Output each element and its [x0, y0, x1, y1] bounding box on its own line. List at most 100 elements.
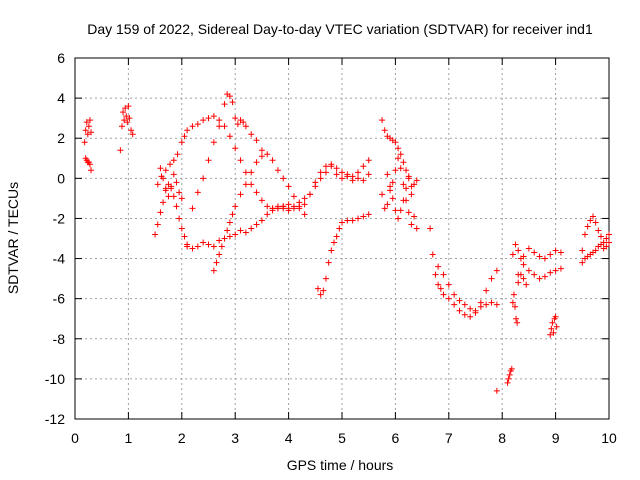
data-point: [360, 177, 367, 184]
x-tick-label: 6: [392, 430, 400, 446]
data-point: [317, 291, 324, 298]
data-point: [200, 175, 207, 182]
x-tick-label: 5: [338, 430, 346, 446]
data-point: [523, 281, 530, 288]
data-point: [392, 139, 399, 146]
data-point: [274, 203, 281, 210]
data-point: [328, 161, 335, 168]
x-tick-label: 0: [71, 430, 79, 446]
data-point: [205, 241, 212, 248]
data-point: [597, 241, 604, 248]
data-point: [440, 271, 447, 278]
data-point: [232, 231, 239, 238]
data-point: [264, 151, 271, 158]
data-point: [355, 169, 362, 176]
data-point: [552, 247, 559, 254]
data-point: [154, 181, 161, 188]
data-point: [603, 235, 610, 242]
data-point: [162, 185, 169, 192]
data-point: [467, 313, 474, 320]
data-point: [118, 123, 125, 130]
data-point: [242, 169, 249, 176]
data-point: [322, 163, 329, 170]
data-point: [389, 195, 396, 202]
data-point: [157, 209, 164, 216]
data-point: [194, 243, 201, 250]
data-point: [483, 287, 490, 294]
data-point: [395, 145, 402, 152]
data-point: [467, 305, 474, 312]
data-point: [512, 303, 519, 310]
data-point: [162, 167, 169, 174]
data-point: [232, 115, 239, 122]
data-point: [397, 151, 404, 158]
data-point: [355, 175, 362, 182]
data-point: [515, 271, 522, 278]
data-point: [435, 281, 442, 288]
data-point: [178, 139, 185, 146]
data-point: [549, 319, 556, 326]
data-point: [429, 251, 436, 258]
data-point: [584, 223, 591, 230]
data-point: [121, 117, 128, 124]
data-point: [264, 203, 271, 210]
data-point: [123, 113, 130, 120]
data-point: [178, 195, 185, 202]
data-point: [328, 247, 335, 254]
data-point: [603, 243, 610, 250]
data-point: [536, 253, 543, 260]
x-tick-label: 7: [445, 430, 453, 446]
data-point: [317, 175, 324, 182]
data-point: [290, 205, 297, 212]
data-point: [461, 311, 468, 318]
data-point: [200, 117, 207, 124]
data-point: [248, 225, 255, 232]
data-point: [173, 179, 180, 186]
data-point: [248, 169, 255, 176]
data-point: [296, 205, 303, 212]
data-point: [232, 203, 239, 210]
data-point: [381, 205, 388, 212]
data-point: [269, 157, 276, 164]
data-point: [210, 139, 217, 146]
data-point: [221, 123, 228, 130]
data-point: [248, 131, 255, 138]
data-point: [506, 371, 513, 378]
data-point: [184, 127, 191, 134]
data-point: [477, 299, 484, 306]
data-point: [84, 131, 91, 138]
data-point: [493, 301, 500, 308]
y-tick-label: 4: [57, 90, 65, 106]
data-point: [405, 209, 412, 216]
data-point: [237, 227, 244, 234]
data-point: [322, 275, 329, 282]
data-point: [547, 331, 554, 338]
data-point: [237, 191, 244, 198]
data-point: [274, 167, 281, 174]
data-point: [184, 243, 191, 250]
data-point: [531, 249, 538, 256]
data-point: [606, 231, 612, 238]
data-point: [269, 205, 276, 212]
data-point: [81, 139, 88, 146]
data-point: [128, 127, 135, 134]
x-tick-label: 8: [498, 430, 506, 446]
data-point: [157, 165, 164, 172]
data-point: [389, 179, 396, 186]
data-point: [253, 221, 260, 228]
data-point: [176, 215, 183, 222]
data-point: [552, 267, 559, 274]
data-point: [221, 101, 228, 108]
y-tick-label: 2: [57, 130, 65, 146]
data-point: [413, 225, 420, 232]
data-point: [408, 191, 415, 198]
data-point: [557, 265, 564, 272]
y-tick-label: -10: [45, 371, 65, 387]
data-point: [360, 163, 367, 170]
data-point: [325, 259, 332, 266]
data-point: [83, 119, 90, 126]
data-point: [290, 193, 297, 200]
x-tick-label: 2: [178, 430, 186, 446]
data-point: [174, 151, 181, 158]
